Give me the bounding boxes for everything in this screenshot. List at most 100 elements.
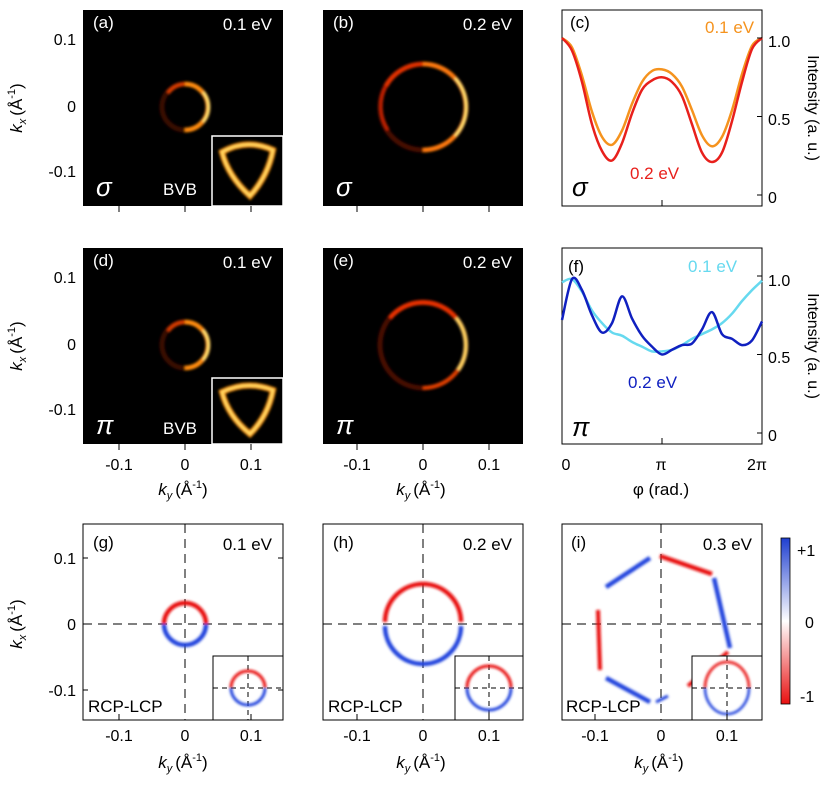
panel-c-series-0-2-ev bbox=[561, 37, 763, 164]
panel-g-inset-ring-top bbox=[229, 669, 267, 689]
panel-h-inset-ring-top bbox=[465, 664, 513, 689]
g-xtick-0: 0 bbox=[181, 728, 190, 745]
row3-ytick-0: 0 bbox=[67, 617, 76, 634]
g-xtick-0-1: 0.1 bbox=[240, 728, 262, 745]
i-xtick-0: 0 bbox=[657, 728, 666, 745]
panel-a-inset-label: BVB bbox=[163, 180, 197, 199]
panel-f-legend-0-1ev: 0.1 eV bbox=[688, 257, 738, 276]
panel-c-symbol: σ bbox=[572, 172, 589, 202]
panel-c-legend-0-1ev: 0.1 eV bbox=[705, 18, 755, 37]
panel-c-series-0-1-ev bbox=[561, 36, 763, 148]
panel-d: (d) 0.1 eV π BVB bbox=[83, 248, 284, 445]
left-axes: 0.1 0 -0.1 kx(Å-1) 0.1 0 -0.1 kx(Å-1) 0.… bbox=[6, 32, 76, 700]
c-ytick-1-0: 1.0 bbox=[768, 34, 790, 51]
h-xtick-m0-1: -0.1 bbox=[343, 728, 371, 745]
panel-f-letter: (f) bbox=[568, 257, 584, 276]
colorbar-tick-plus1: +1 bbox=[797, 543, 815, 560]
panel-i-inset-ring-top bbox=[703, 660, 751, 689]
svg-text:kx(Å-1): kx(Å-1) bbox=[6, 321, 29, 370]
panel-e-ring bbox=[377, 299, 469, 391]
panel-g-energy: 0.1 eV bbox=[223, 535, 273, 554]
right-axes: 1.0 0.5 0 Intensity (a. u.) 1.0 0.5 0 In… bbox=[768, 34, 821, 445]
c-ytick-0-5: 0.5 bbox=[768, 112, 790, 129]
panel-a: (a) 0.1 eV σ BVB bbox=[83, 10, 284, 207]
g-xlabel: ky (Å-1) bbox=[158, 752, 207, 775]
row1-ytick-0-1: 0.1 bbox=[54, 32, 76, 49]
panel-h-ring bbox=[382, 581, 464, 667]
panel-b-background bbox=[323, 10, 523, 206]
panel-g-ring bbox=[161, 600, 209, 648]
h-xtick-0: 0 bbox=[419, 728, 428, 745]
row3-ylabel: kx(Å-1) bbox=[6, 599, 29, 648]
panel-f-series-0-2-ev bbox=[560, 276, 764, 356]
panel-b-ring bbox=[377, 61, 469, 153]
row3-xaxis: -0.1 0 0.1 ky (Å-1) -0.1 0 0.1 ky (Å-1) -0… bbox=[105, 728, 738, 775]
panel-h-letter: (h) bbox=[333, 533, 354, 552]
h-xtick-0-1: 0.1 bbox=[478, 728, 500, 745]
f-ylabel: Intensity (a. u.) bbox=[804, 293, 821, 399]
panel-c-legend-0-2ev: 0.2 eV bbox=[630, 164, 680, 183]
panel-g: (g) 0.1 eV RCP-LCP bbox=[82, 523, 284, 721]
f-xtick-pi: π bbox=[655, 457, 666, 474]
panel-i-letter: (i) bbox=[571, 533, 586, 552]
colorbar-tick-0: 0 bbox=[805, 615, 814, 632]
h-xlabel: ky (Å-1) bbox=[396, 752, 445, 775]
panel-a-inset-triangle bbox=[218, 141, 277, 201]
panel-e: (e) 0.2 eV π bbox=[323, 248, 523, 444]
d-xtick-m0-1: -0.1 bbox=[105, 457, 133, 474]
colorbar: +1 0 -1 bbox=[780, 537, 815, 706]
panel-e-letter: (e) bbox=[333, 251, 354, 270]
panel-h-energy: 0.2 eV bbox=[463, 535, 513, 554]
panel-e-background bbox=[323, 248, 523, 444]
panel-b-energy: 0.2 eV bbox=[463, 15, 513, 34]
panel-c-frame bbox=[561, 9, 763, 207]
panel-c-plot bbox=[561, 36, 763, 206]
f-ytick-0-5: 0.5 bbox=[768, 350, 790, 367]
panel-b-letter: (b) bbox=[333, 13, 354, 32]
row2-xaxis: -0.1 0 0.1 ky (Å-1) -0.1 0 0.1 ky (Å-1) 0 … bbox=[105, 457, 767, 502]
row2-ytick-0: 0 bbox=[67, 337, 76, 354]
svg-text:kx(Å-1): kx(Å-1) bbox=[6, 83, 29, 132]
panel-b: (b) 0.2 eV σ bbox=[323, 10, 523, 206]
d-xlabel: ky (Å-1) bbox=[158, 479, 207, 502]
panel-i-energy: 0.3 eV bbox=[703, 535, 753, 554]
f-xtick-2pi: 2π bbox=[747, 457, 767, 474]
colorbar-tick-minus1: -1 bbox=[800, 689, 814, 706]
e-xtick-0: 0 bbox=[419, 457, 428, 474]
panel-i-inset-label: RCP-LCP bbox=[566, 697, 641, 716]
row2-ylabel: kx(Å-1) bbox=[6, 321, 29, 370]
panel-e-energy: 0.2 eV bbox=[463, 253, 513, 272]
panel-f-legend-0-2ev: 0.2 eV bbox=[628, 373, 678, 392]
d-xtick-0-1: 0.1 bbox=[240, 457, 262, 474]
c-ylabel: Intensity (a. u.) bbox=[804, 55, 821, 161]
f-xlabel: φ (rad.) bbox=[633, 480, 689, 499]
e-xtick-m0-1: -0.1 bbox=[343, 457, 371, 474]
i-xlabel: ky (Å-1) bbox=[634, 752, 683, 775]
panel-g-inset-ring-bottom bbox=[229, 687, 267, 707]
c-ytick-0: 0 bbox=[768, 190, 777, 207]
panel-d-inset-triangle bbox=[218, 382, 277, 439]
row1-ytick-m0-1: -0.1 bbox=[48, 164, 76, 181]
svg-text:kx(Å-1): kx(Å-1) bbox=[6, 599, 29, 648]
panel-g-inset-label: RCP-LCP bbox=[88, 697, 163, 716]
panel-f-symbol: π bbox=[572, 412, 590, 442]
panel-e-symbol: π bbox=[336, 410, 354, 440]
panel-i: (i) 0.3 eV RCP-LCP bbox=[561, 523, 763, 721]
panel-d-inset-label: BVB bbox=[163, 419, 197, 438]
panel-d-ring bbox=[159, 319, 211, 371]
panel-f-series-0-1-ev bbox=[561, 277, 763, 354]
panel-h-inset-ring-bottom bbox=[465, 687, 513, 712]
row2-ytick-0-1: 0.1 bbox=[54, 270, 76, 287]
panel-a-energy: 0.1 eV bbox=[223, 15, 273, 34]
panel-a-symbol: σ bbox=[96, 172, 113, 202]
panel-h: (h) 0.2 eV RCP-LCP bbox=[322, 523, 524, 721]
panel-d-symbol: π bbox=[96, 410, 114, 440]
row3-ytick-m0-1: -0.1 bbox=[48, 683, 76, 700]
colorbar-gradient bbox=[780, 537, 791, 705]
f-ytick-0: 0 bbox=[768, 428, 777, 445]
panel-f: (f) 0.1 eV 0.2 eV π bbox=[560, 247, 764, 445]
panel-f-plot bbox=[560, 275, 764, 444]
panel-b-symbol: σ bbox=[336, 172, 353, 202]
panel-d-energy: 0.1 eV bbox=[223, 253, 273, 272]
